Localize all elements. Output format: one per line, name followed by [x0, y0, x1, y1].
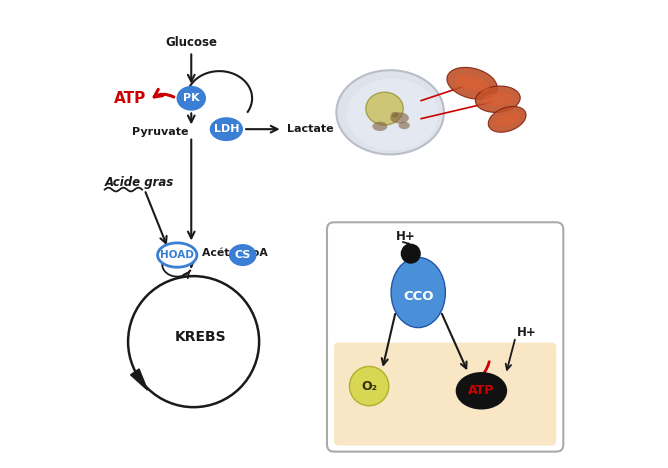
Ellipse shape	[488, 106, 526, 132]
Text: ATP: ATP	[468, 384, 494, 397]
Ellipse shape	[347, 79, 438, 151]
Ellipse shape	[366, 92, 403, 125]
Text: CCO: CCO	[403, 290, 434, 303]
Text: PK: PK	[183, 93, 200, 103]
Text: Acide gras: Acide gras	[105, 176, 174, 189]
Ellipse shape	[456, 372, 507, 410]
Text: HOAD: HOAD	[160, 250, 194, 260]
Text: CS: CS	[234, 250, 251, 260]
Ellipse shape	[391, 257, 446, 328]
Ellipse shape	[390, 112, 409, 124]
Ellipse shape	[391, 112, 399, 117]
Ellipse shape	[494, 112, 520, 126]
Circle shape	[349, 366, 389, 406]
Text: Pyruvate: Pyruvate	[132, 127, 189, 137]
Text: Glucose: Glucose	[165, 36, 217, 49]
Text: H+: H+	[395, 230, 415, 243]
Ellipse shape	[399, 122, 409, 129]
Ellipse shape	[337, 70, 444, 154]
Circle shape	[401, 244, 420, 263]
Text: LDH: LDH	[214, 124, 239, 134]
Text: Acétyl CoA: Acétyl CoA	[202, 248, 268, 258]
Ellipse shape	[210, 118, 242, 140]
FancyBboxPatch shape	[334, 343, 556, 446]
FancyBboxPatch shape	[327, 222, 563, 452]
Text: ATP: ATP	[114, 91, 146, 106]
Ellipse shape	[230, 245, 256, 265]
Ellipse shape	[482, 93, 514, 106]
Polygon shape	[131, 369, 148, 390]
Ellipse shape	[372, 122, 387, 131]
Text: O₂: O₂	[361, 380, 377, 393]
Ellipse shape	[177, 87, 205, 110]
Ellipse shape	[158, 243, 197, 267]
Ellipse shape	[447, 67, 497, 99]
Ellipse shape	[454, 75, 490, 92]
Text: Lactate: Lactate	[287, 124, 334, 134]
Ellipse shape	[476, 86, 520, 112]
Text: H+: H+	[516, 326, 536, 339]
Text: KREBS: KREBS	[175, 330, 226, 344]
